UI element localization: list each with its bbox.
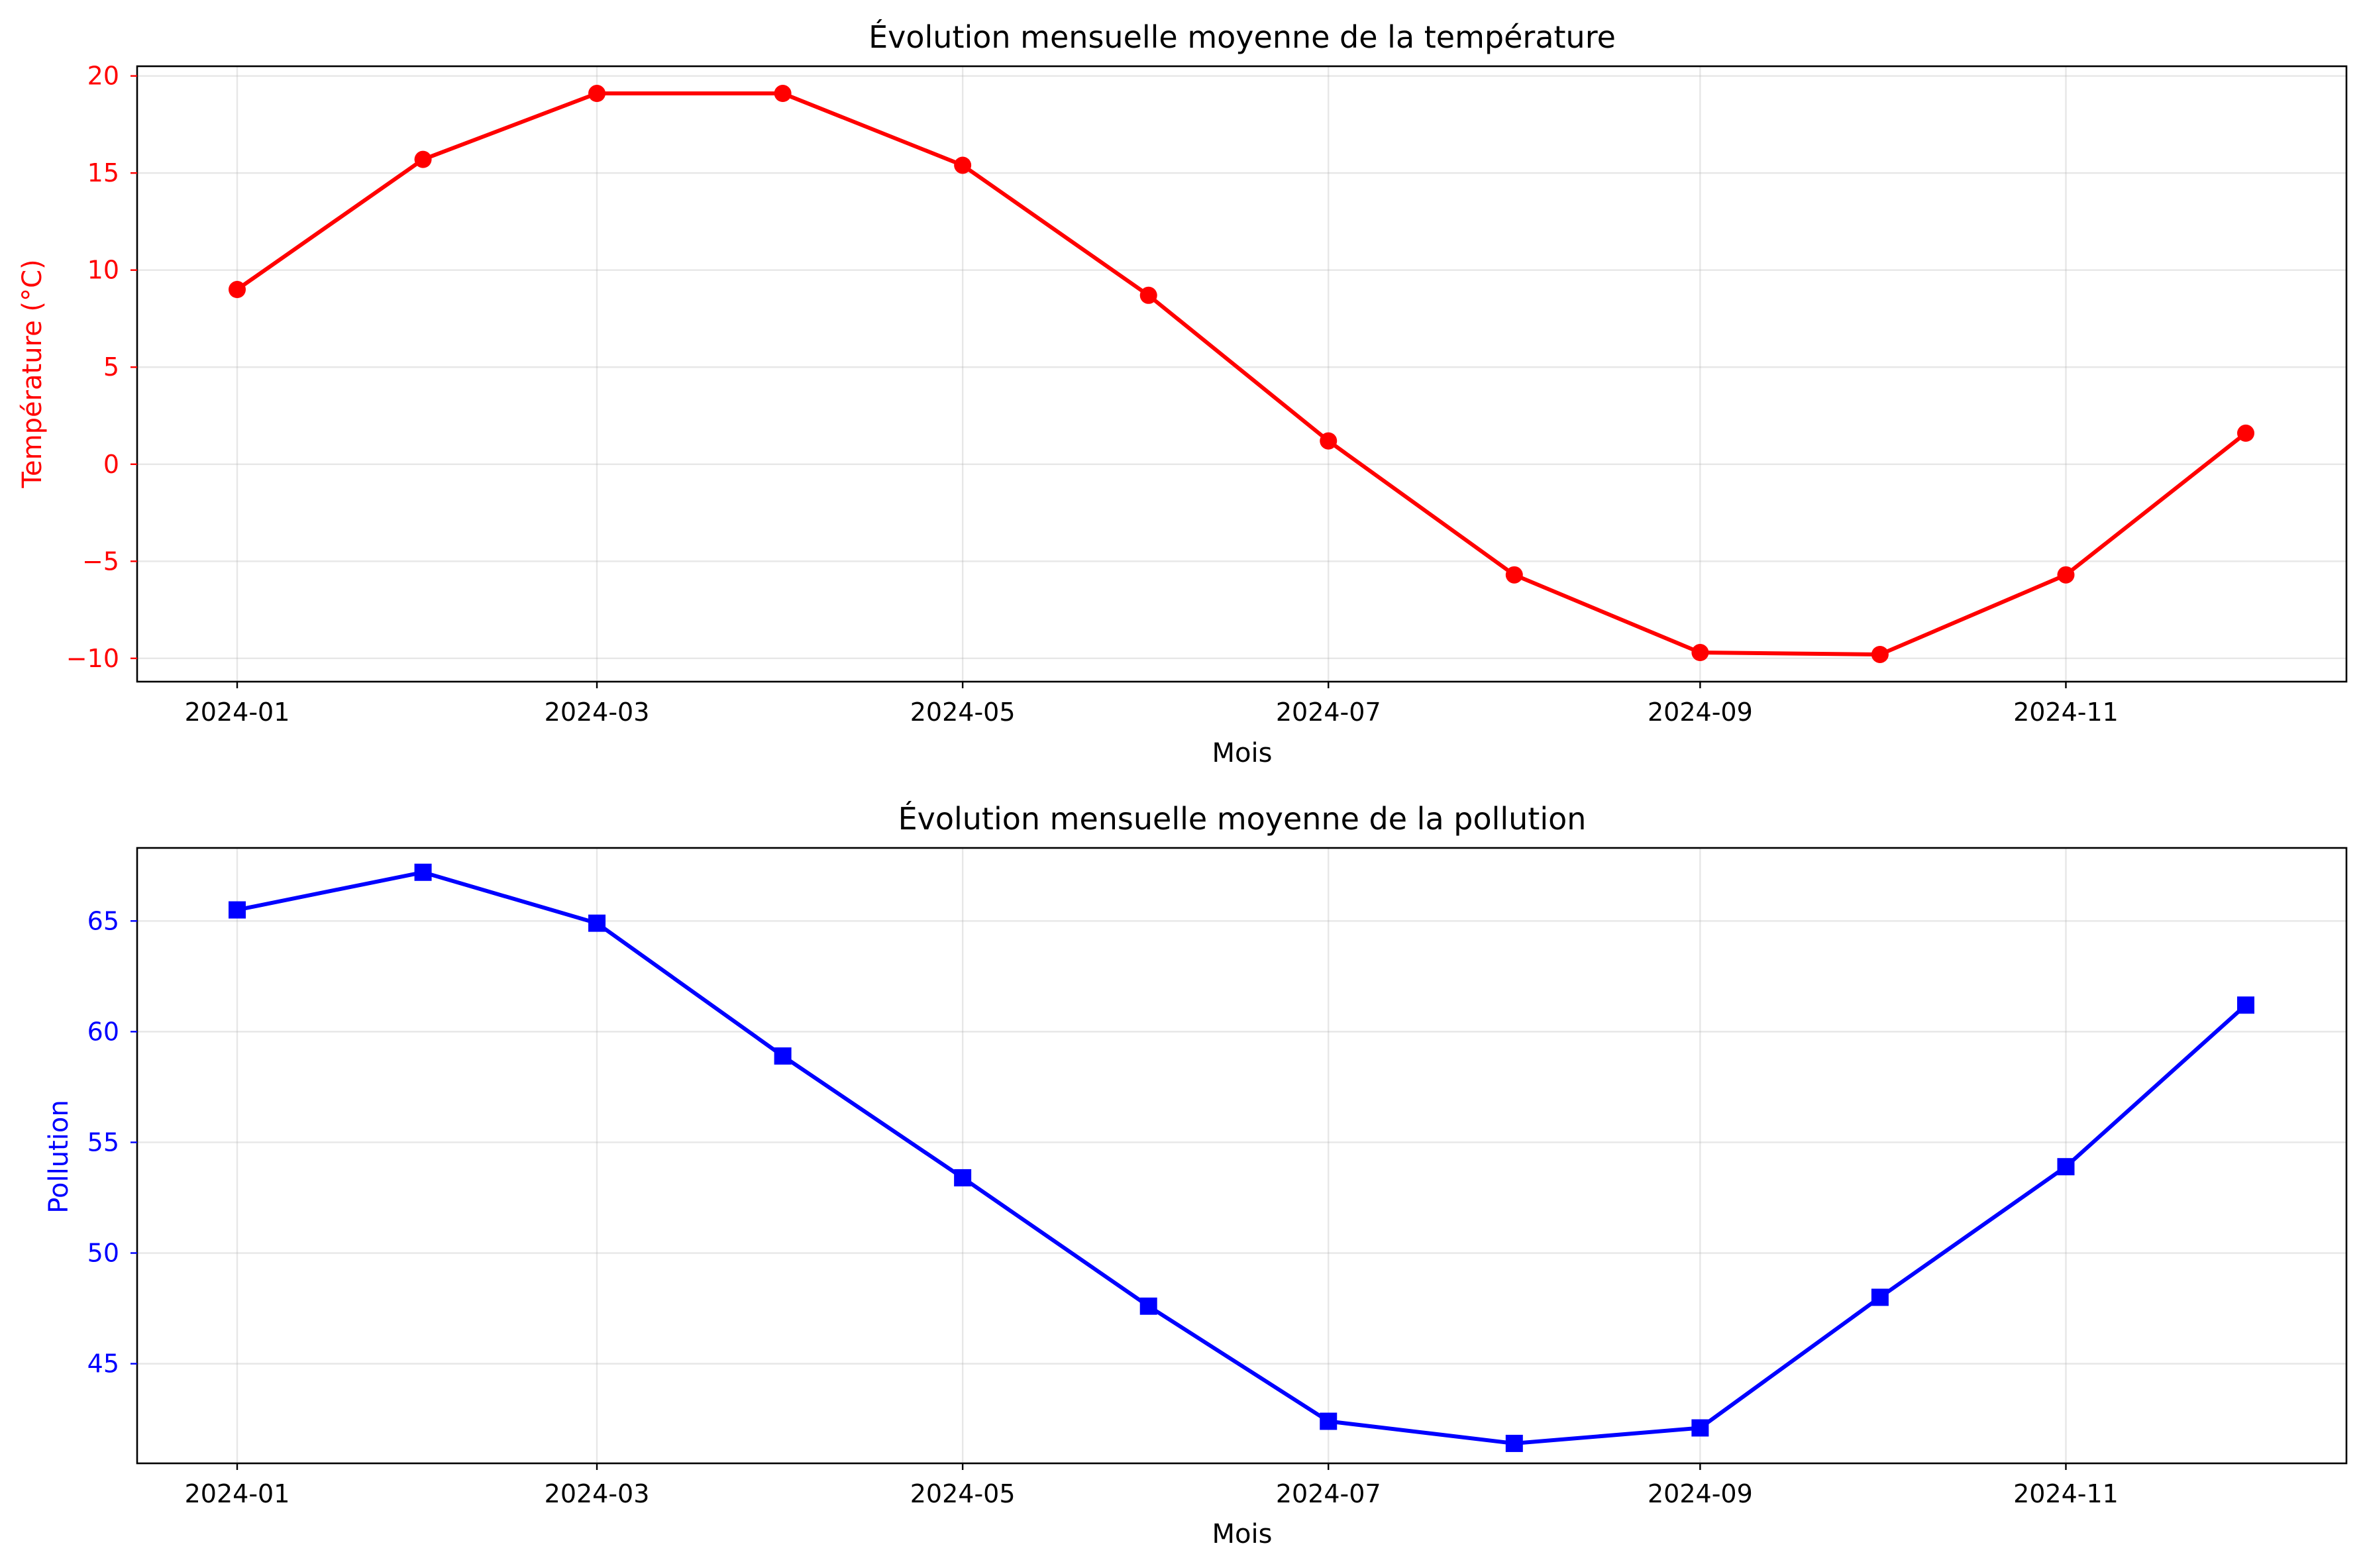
x-tick-label: 2024-07	[1276, 1479, 1381, 1508]
x-tick-label: 2024-09	[1648, 698, 1753, 727]
x-tick-label: 2024-05	[910, 698, 1016, 727]
y-tick-label: 50	[87, 1239, 119, 1268]
data-point	[229, 281, 246, 299]
data-point	[1691, 644, 1709, 662]
y-tick-label: 15	[87, 158, 119, 187]
data-point	[1505, 566, 1523, 584]
data-point	[588, 914, 606, 932]
temperature-chart: Évolution mensuelle moyenne de la tempér…	[17, 19, 2348, 768]
y-tick-label: 5	[103, 352, 119, 382]
data-point	[414, 150, 432, 168]
data-point	[774, 1047, 792, 1065]
data-point	[954, 1169, 972, 1186]
y-axis-label: Pollution	[44, 1100, 74, 1213]
plot-frame	[136, 65, 2348, 683]
data-point	[954, 156, 972, 174]
data-point	[1139, 286, 1157, 304]
x-tick-label: 2024-11	[2013, 1479, 2119, 1508]
data-point	[1871, 1288, 1889, 1306]
x-tick-label: 2024-03	[545, 698, 650, 727]
data-point	[1320, 1412, 1338, 1430]
y-tick-label: 65	[87, 906, 119, 935]
y-tick-label: −10	[66, 644, 119, 673]
data-point	[774, 85, 792, 103]
x-axis-label: Mois	[1212, 738, 1273, 768]
y-tick-label: 20	[87, 62, 119, 91]
data-point	[414, 863, 432, 881]
data-point	[2057, 1158, 2075, 1176]
data-point	[2237, 996, 2254, 1014]
pollution-chart: Évolution mensuelle moyenne de la pollut…	[44, 801, 2348, 1549]
data-point	[229, 901, 246, 919]
data-point	[2237, 424, 2254, 442]
data-point	[1691, 1419, 1709, 1437]
data-point	[1871, 645, 1889, 663]
x-tick-label: 2024-01	[185, 1479, 290, 1508]
x-tick-label: 2024-09	[1648, 1479, 1753, 1508]
x-tick-label: 2024-03	[545, 1479, 650, 1508]
data-point	[1139, 1297, 1157, 1315]
data-point	[2057, 566, 2075, 584]
x-tick-label: 2024-01	[185, 698, 290, 727]
x-tick-label: 2024-11	[2013, 698, 2119, 727]
x-tick-label: 2024-07	[1276, 698, 1381, 727]
y-tick-label: −5	[82, 547, 119, 576]
x-axis-label: Mois	[1212, 1519, 1273, 1549]
chart-title: Évolution mensuelle moyenne de la tempér…	[868, 19, 1616, 55]
data-point	[588, 85, 606, 103]
data-point	[1505, 1434, 1523, 1452]
y-axis-label: Température (°C)	[17, 259, 48, 488]
plot-frame	[136, 847, 2348, 1465]
y-tick-label: 0	[103, 450, 119, 479]
y-tick-label: 60	[87, 1017, 119, 1046]
x-tick-label: 2024-05	[910, 1479, 1016, 1508]
data-point	[1320, 432, 1338, 450]
y-tick-label: 45	[87, 1349, 119, 1379]
series-line	[235, 870, 2249, 1445]
chart-title: Évolution mensuelle moyenne de la pollut…	[898, 801, 1587, 837]
series-line	[234, 91, 2249, 656]
y-tick-label: 10	[87, 256, 119, 285]
y-tick-label: 55	[87, 1127, 119, 1157]
